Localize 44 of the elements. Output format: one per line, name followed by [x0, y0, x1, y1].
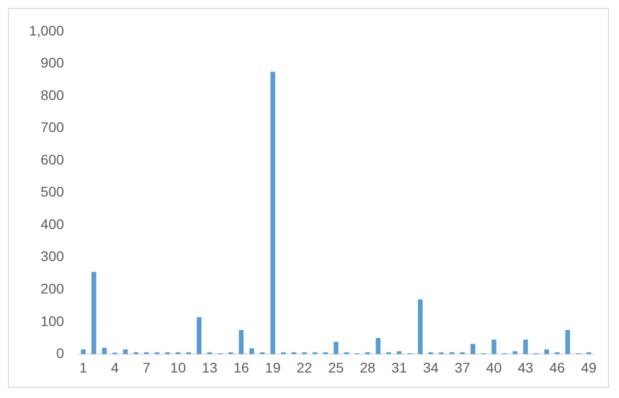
x-tick-label: 49	[580, 359, 597, 376]
y-tick-label: 800	[40, 86, 64, 103]
y-tick-label: 500	[40, 184, 64, 200]
bar	[91, 272, 96, 354]
x-tick-label: 19	[265, 359, 281, 376]
x-tick-label: 13	[202, 359, 218, 376]
x-tick-label: 31	[391, 359, 408, 376]
x-tick-label: 10	[170, 359, 186, 376]
x-tick-label: 43	[518, 359, 534, 376]
bar	[492, 340, 496, 354]
x-tick-label: 28	[360, 359, 376, 376]
bar	[544, 349, 549, 354]
y-tick-label: 300	[40, 248, 64, 264]
x-tick-label: 40	[486, 359, 502, 376]
x-tick-label: 7	[142, 359, 151, 376]
y-tick-label: 900	[40, 54, 64, 71]
bar	[565, 330, 570, 354]
y-tick-label: 600	[40, 151, 64, 168]
y-tick-label: 400	[40, 216, 64, 232]
bar	[249, 348, 254, 354]
bar	[123, 349, 128, 354]
x-tick-label: 46	[549, 359, 566, 376]
x-tick-label: 25	[328, 359, 344, 376]
bar	[270, 72, 276, 354]
x-tick-label: 22	[296, 359, 312, 376]
y-tick-label: 200	[40, 280, 64, 296]
bar	[376, 338, 381, 354]
bar	[196, 317, 202, 354]
bar	[512, 351, 518, 354]
y-tick-label: 1,000	[28, 22, 64, 38]
bar	[102, 348, 107, 354]
x-tick-label: 4	[110, 359, 119, 376]
y-tick-label: 100	[40, 312, 64, 329]
x-tick-label: 37	[454, 359, 470, 376]
y-tick-label: 0	[56, 345, 64, 362]
bar	[334, 342, 338, 354]
bar	[470, 344, 476, 354]
x-tick-label: 1	[79, 359, 88, 376]
bar	[418, 299, 423, 354]
bar	[523, 340, 528, 354]
x-tick-label: 34	[422, 359, 439, 376]
bar	[238, 330, 244, 354]
y-tick-label: 700	[40, 119, 64, 136]
x-tick-label: 16	[233, 359, 250, 376]
